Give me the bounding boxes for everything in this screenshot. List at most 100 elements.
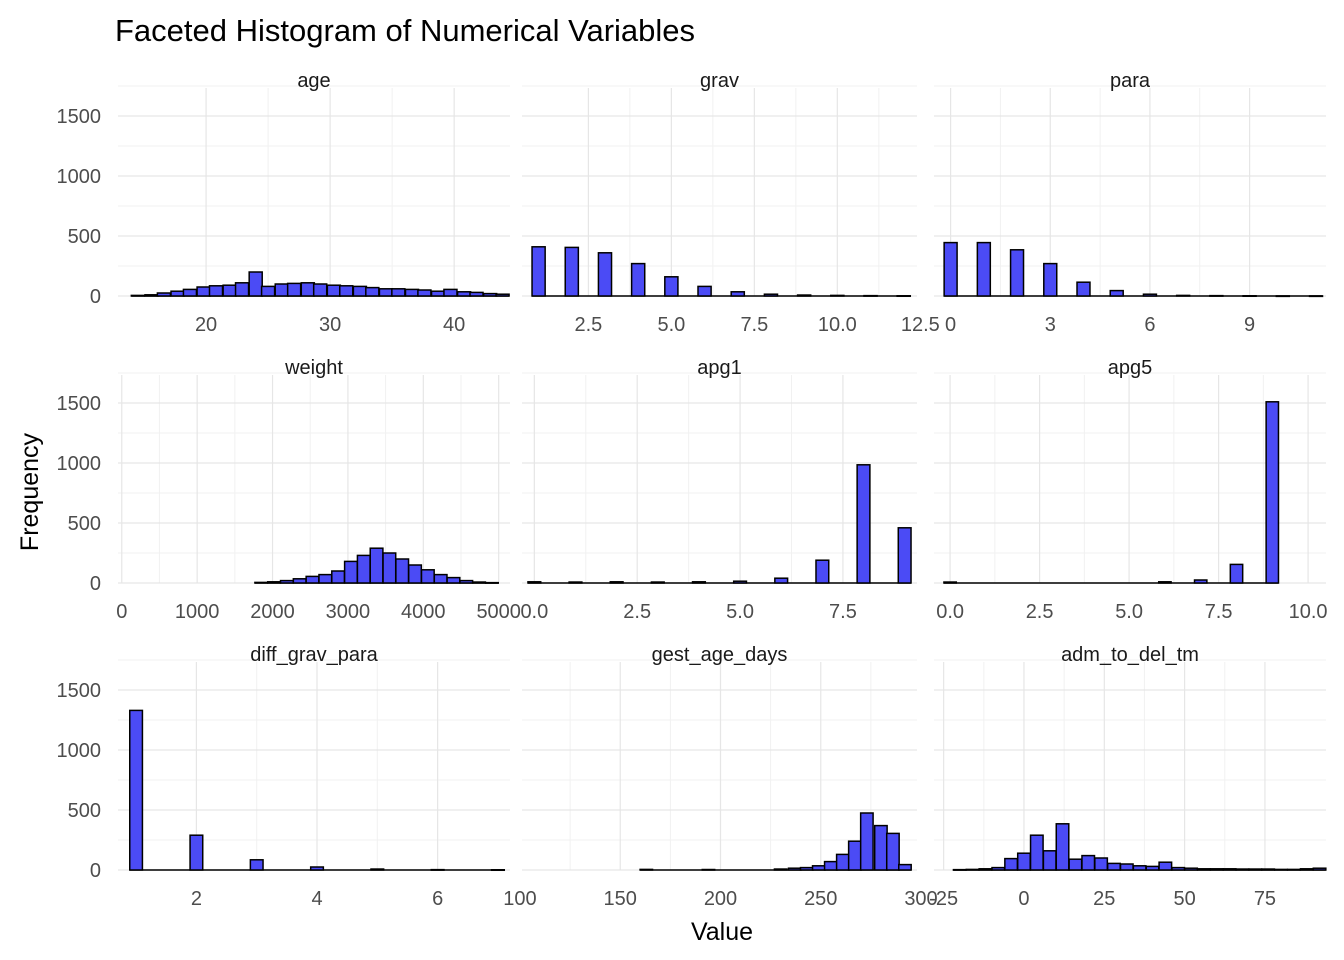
histogram-bar — [773, 868, 788, 871]
histogram-bar — [208, 285, 224, 297]
histogram-bar — [1242, 295, 1257, 298]
facet-strip-label: adm_to_del_tm — [1061, 644, 1199, 666]
x-tick-label: 5.0 — [1115, 601, 1143, 623]
histogram-bar — [420, 569, 435, 584]
histogram-bar — [318, 573, 333, 584]
histogram-bar — [1132, 865, 1147, 871]
histogram-bar — [1106, 862, 1121, 871]
histogram-bar — [1312, 867, 1327, 871]
histogram-bar — [430, 290, 446, 297]
histogram-bar — [356, 554, 371, 584]
x-tick-label: 75 — [1254, 888, 1276, 910]
x-tick-label: 2000 — [250, 601, 295, 623]
x-tick-label: 300 — [904, 888, 937, 910]
histogram-bar — [1261, 868, 1276, 871]
x-tick-label: 2.5 — [1026, 601, 1054, 623]
histogram-bar — [338, 285, 354, 297]
histogram-bar — [664, 276, 679, 297]
histogram-bar — [446, 576, 461, 584]
histogram-bar — [639, 868, 654, 871]
facet-panel-age: age 0 500 1000 1500 20 30 40 — [57, 70, 510, 336]
histogram-bar — [1286, 868, 1301, 871]
x-tick-label: 7.5 — [829, 601, 857, 623]
histogram-bar — [1265, 401, 1280, 584]
histogram-bar — [292, 578, 307, 584]
histogram-bar — [823, 860, 838, 871]
histogram-bar — [815, 559, 830, 584]
facet-strip-label: weight — [284, 357, 343, 379]
histogram-bar — [382, 552, 397, 584]
histogram-bar — [1222, 868, 1237, 871]
histogram-bar — [369, 547, 384, 584]
histogram-bar — [898, 863, 912, 871]
facet-panel-grav: grav 2.5 5.0 7.5 10.0 12.5 — [522, 70, 940, 336]
histogram-bar — [1157, 581, 1172, 584]
histogram-bar — [847, 840, 862, 871]
facet-strip-label: apg5 — [1108, 357, 1153, 379]
histogram-bar — [407, 564, 423, 584]
histogram-bar — [1004, 857, 1019, 871]
x-tick-label: 100 — [503, 888, 536, 910]
histogram-bar — [531, 246, 546, 297]
x-tick-label: 25 — [1093, 888, 1115, 910]
x-axis-title: Value — [691, 918, 753, 946]
y-tick-label: 0 — [90, 573, 101, 595]
facet-panel-apg5: apg5 0.0 2.5 5.0 7.5 10.0 — [934, 357, 1328, 623]
histogram-bar — [472, 581, 487, 584]
histogram-bar — [1029, 834, 1044, 871]
facet-panel-apg1: apg1 0.0 2.5 5.0 7.5 — [520, 357, 917, 623]
x-tick-label: 150 — [604, 888, 637, 910]
histogram-bar — [459, 579, 474, 584]
histogram-bar — [856, 464, 871, 584]
histogram-bar — [978, 868, 993, 871]
y-tick-label: 1500 — [57, 106, 102, 128]
histogram-bar — [701, 868, 716, 871]
y-tick-label: 0 — [90, 860, 101, 882]
histogram-bar — [1274, 868, 1289, 871]
histogram-bar — [300, 282, 316, 297]
y-tick-label: 0 — [90, 286, 101, 308]
histogram-bar — [305, 575, 320, 584]
x-tick-label: 2.5 — [574, 314, 602, 336]
histogram-bar — [1229, 563, 1244, 584]
histogram-bar — [952, 868, 967, 871]
x-tick-label: 4 — [311, 888, 322, 910]
x-tick-label: 1000 — [175, 601, 220, 623]
x-tick-label: 10.0 — [1289, 601, 1328, 623]
histogram-bar — [1119, 863, 1134, 871]
histogram-bar — [1043, 262, 1058, 297]
histogram-bar — [885, 832, 900, 871]
x-tick-label: 3000 — [326, 601, 371, 623]
histogram-bar — [326, 284, 342, 297]
histogram-bar — [763, 293, 779, 297]
histogram-bar — [1175, 294, 1191, 297]
facet-strip-label: apg1 — [697, 357, 742, 379]
x-tick-label: 2 — [191, 888, 202, 910]
x-tick-label: 0.0 — [520, 601, 548, 623]
histogram-bar — [1016, 852, 1031, 871]
x-tick-label: 7.5 — [1205, 601, 1233, 623]
histogram-bar — [309, 866, 325, 871]
x-tick-label: 30 — [319, 314, 341, 336]
y-tick-label: 500 — [68, 800, 101, 822]
histogram-bar — [156, 292, 172, 297]
histogram-bar — [1094, 857, 1109, 871]
histogram-bar — [248, 271, 263, 297]
histogram-bar — [1184, 867, 1199, 871]
x-tick-label: 3 — [1045, 314, 1056, 336]
y-tick-label: 1000 — [57, 166, 102, 188]
histogram-bar — [1209, 868, 1224, 871]
histogram-bar — [222, 284, 237, 297]
histogram-bar — [495, 293, 510, 297]
histogram-bar — [1042, 850, 1057, 871]
histogram-bar — [129, 709, 144, 871]
x-tick-label: 10.0 — [818, 314, 857, 336]
histogram-bar — [274, 283, 290, 297]
histogram-bar — [1275, 295, 1291, 298]
x-tick-label: 5000 — [476, 601, 521, 623]
y-tick-label: 1000 — [57, 740, 102, 762]
histogram-bar — [490, 869, 506, 872]
histogram-bar — [404, 288, 420, 297]
histogram-bar — [1109, 289, 1124, 297]
